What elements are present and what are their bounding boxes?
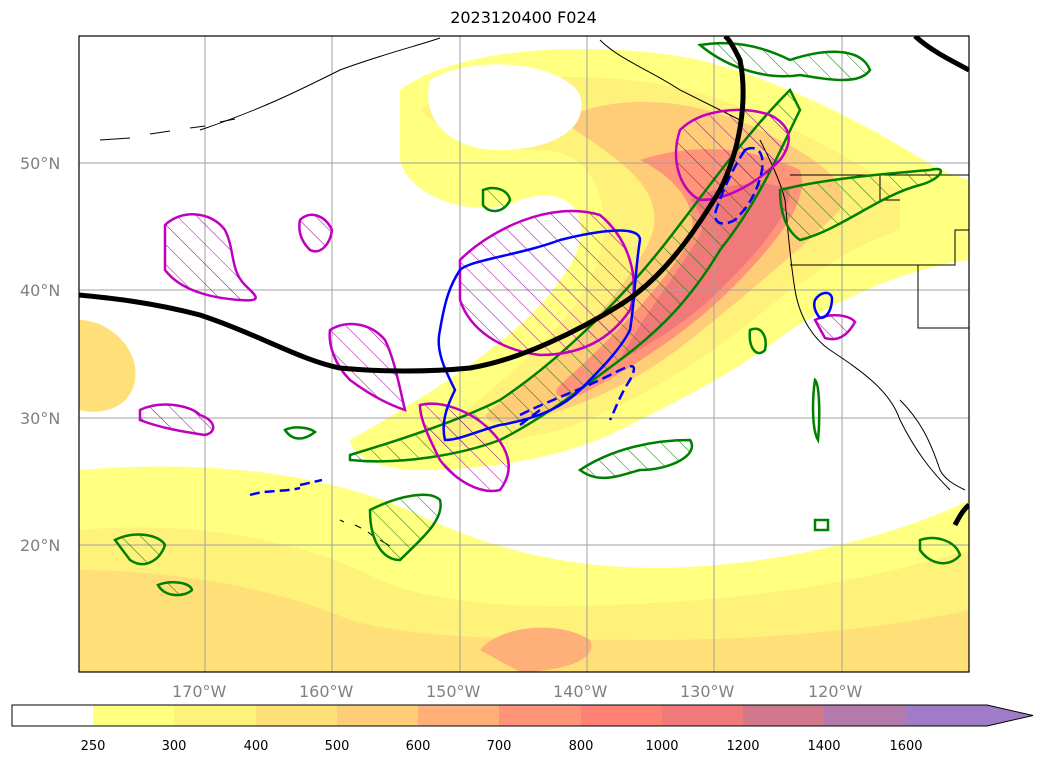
lon-label-120w: 120°W <box>808 682 863 701</box>
green-contour-se <box>577 438 694 480</box>
colorbar-bin-250-300 <box>93 705 174 726</box>
colorbar <box>11 704 1034 727</box>
lon-label-150w: 150°W <box>426 682 481 701</box>
colorbar-labels: 250 300 400 500 600 700 800 1000 1200 14… <box>81 739 923 754</box>
blue-contour-dash-ar <box>519 365 636 426</box>
colorbar-bin-700-800 <box>499 705 581 726</box>
coast-aleutians <box>99 118 236 141</box>
coast-alaska <box>199 37 441 131</box>
green-contour-small3 <box>918 536 962 565</box>
green-contour-small6 <box>811 377 821 444</box>
ivt-fill-south-peak <box>480 627 592 672</box>
map-content <box>79 36 969 672</box>
green-contour-east <box>778 167 943 242</box>
colorbar-bin-below-250 <box>12 705 93 726</box>
chart-title: 2023120400 F024 <box>450 8 597 27</box>
blue-contour-dash-w <box>249 478 323 497</box>
magenta-contour-south <box>418 402 510 493</box>
blue-contour-solid <box>437 229 642 442</box>
cb-label-600: 600 <box>406 739 431 754</box>
map-frame <box>78 35 970 673</box>
magenta-contour-w1 <box>163 213 257 302</box>
green-contours <box>113 41 962 597</box>
ivt-fill-west-patch <box>79 320 136 412</box>
lon-label-170w: 170°W <box>172 682 227 701</box>
thick-black-contours <box>79 36 969 527</box>
cb-label-400: 400 <box>244 739 269 754</box>
state-border-3 <box>917 265 969 329</box>
magenta-contour-mid2 <box>458 209 635 357</box>
lat-label-40: 40°N <box>20 281 60 300</box>
green-contour-south <box>368 493 442 562</box>
cb-label-800: 800 <box>569 739 594 754</box>
lat-label-30: 30°N <box>20 409 60 428</box>
colorbar-bin-1000-1200 <box>662 705 743 726</box>
colorbar-extend-arrow <box>987 705 1033 726</box>
black-contour-se <box>952 503 969 527</box>
green-contour-w2 <box>156 581 194 597</box>
green-contour-ne <box>697 41 872 82</box>
colorbar-bin-600-700 <box>418 705 499 726</box>
state-border-2 <box>790 229 969 266</box>
lon-label-160w: 160°W <box>299 682 354 701</box>
colorbar-bin-1400-1600 <box>824 705 906 726</box>
ivt-fill-south-core <box>79 570 969 672</box>
colorbar-bin-800-1000 <box>581 705 662 726</box>
colorbar-bin-400-500 <box>256 705 337 726</box>
magenta-contour-w2 <box>298 213 334 253</box>
cb-label-700: 700 <box>487 739 512 754</box>
black-contour-ne <box>913 36 969 73</box>
cb-label-1000: 1000 <box>645 739 678 754</box>
magenta-contours <box>138 108 857 493</box>
magenta-contour-w3 <box>138 403 215 437</box>
cb-label-500: 500 <box>325 739 350 754</box>
blue-contour-dash-ne <box>713 146 764 225</box>
green-contour-small1 <box>481 186 512 213</box>
green-contour-small2 <box>283 426 318 440</box>
cb-label-250: 250 <box>81 739 106 754</box>
green-contour-w1 <box>113 533 167 566</box>
lat-label-20: 20°N <box>20 536 60 555</box>
lon-label-140w: 140°W <box>553 682 608 701</box>
lat-label-50: 50°N <box>20 154 60 173</box>
black-contour-main <box>79 36 746 374</box>
cb-label-1600: 1600 <box>889 739 922 754</box>
cb-label-1400: 1400 <box>807 739 840 754</box>
coast-baja <box>899 399 966 491</box>
colorbar-outline <box>11 704 1034 727</box>
colorbar-bin-500-600 <box>337 705 418 726</box>
cb-label-300: 300 <box>162 739 187 754</box>
ivt-fill-clear-hole <box>428 64 582 150</box>
latitude-labels: 50°N 40°N 30°N 20°N <box>20 154 60 555</box>
lon-label-130w: 130°W <box>680 682 735 701</box>
colorbar-bin-300-400 <box>174 705 256 726</box>
green-contour-small5 <box>748 327 767 355</box>
green-contour-small4 <box>813 518 830 532</box>
blue-contour-solid-e <box>812 291 834 320</box>
hawaii-islands <box>339 519 391 547</box>
blue-contours <box>249 146 834 497</box>
magenta-contour-e <box>813 314 857 341</box>
cb-label-1200: 1200 <box>726 739 759 754</box>
longitude-labels: 170°W 160°W 150°W 140°W 130°W 120°W <box>172 682 863 701</box>
colorbar-bin-above-1600 <box>906 705 987 726</box>
colorbar-bin-1200-1400 <box>743 705 824 726</box>
